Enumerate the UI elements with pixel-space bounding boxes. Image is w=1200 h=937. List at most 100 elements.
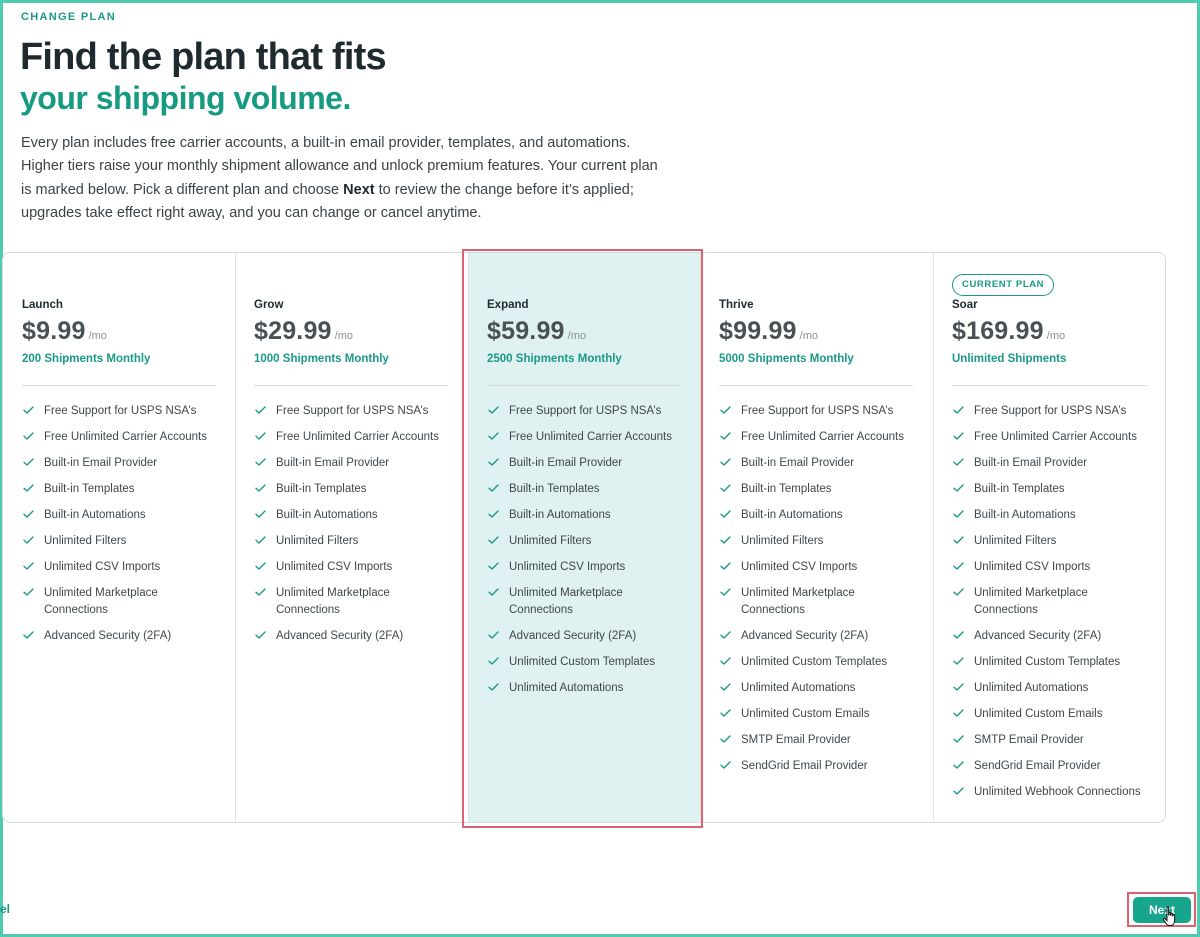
plan-feature-item: Built-in Email Provider [22,455,216,472]
plan-feature-label: Advanced Security (2FA) [974,630,1102,642]
plan-feature-item: Unlimited Filters [719,533,913,550]
plan-feature-label: Built-in Email Provider [509,457,623,469]
plan-name: Soar [952,299,978,311]
plan-feature-item: Built-in Templates [22,481,216,498]
plan-feature-label: Advanced Security (2FA) [509,630,637,642]
checkmark-icon [953,735,964,743]
plan-feature-item: Unlimited Filters [952,533,1147,550]
checkmark-icon [23,484,34,492]
plan-feature-item: SMTP Email Provider [952,732,1147,749]
plan-feature-item: Unlimited CSV Imports [254,559,448,576]
checkmark-icon [720,735,731,743]
plan-feature-item: Built-in Email Provider [487,455,681,472]
checkmark-icon [953,709,964,717]
plan-feature-label: Unlimited Marketplace Connections [974,587,1088,616]
checkmark-icon [488,484,499,492]
plan-feature-item: Free Unlimited Carrier Accounts [952,429,1147,446]
plan-feature-item: Unlimited CSV Imports [952,559,1147,576]
plan-feature-label: Built-in Automations [741,509,843,521]
plan-price-amount: $9.99 [22,317,86,345]
plan-card-expand[interactable]: Expand $59.99/mo 2500 Shipments Monthly Fre… [468,253,701,822]
plan-feature-item: Built-in Templates [254,481,448,498]
plan-card-thrive[interactable]: Thrive $99.99/mo 5000 Shipments Monthly Fre… [700,253,933,822]
checkmark-icon [255,432,266,440]
plan-name: Launch [22,299,63,311]
plan-shipment-allowance: 1000 Shipments Monthly [254,353,389,365]
plan-feature-list: Free Support for USPS NSA’s Free Unlimite… [487,403,681,706]
checkmark-icon [23,510,34,518]
plan-feature-label: Unlimited Filters [276,535,359,547]
plan-feature-label: Unlimited CSV Imports [44,561,161,573]
plan-feature-label: SendGrid Email Provider [974,760,1101,772]
plan-shipment-allowance: 5000 Shipments Monthly [719,353,854,365]
plan-card-soar[interactable]: CURRENT PLAN Soar $169.99/mo Unlimited Ship… [933,253,1165,822]
plan-feature-label: Built-in Automations [276,509,378,521]
plan-feature-item: Free Support for USPS NSA’s [254,403,448,420]
checkmark-icon [488,657,499,665]
plan-card-grow[interactable]: Grow $29.99/mo 1000 Shipments Monthly Free … [235,253,468,822]
checkmark-icon [953,631,964,639]
plan-feature-item: Advanced Security (2FA) [719,628,913,645]
plan-feature-label: Free Support for USPS NSA’s [276,405,429,417]
plan-feature-label: Unlimited Filters [509,535,592,547]
plan-feature-label: Unlimited Webhook Connections [974,786,1141,798]
plan-feature-item: Built-in Email Provider [952,455,1147,472]
plan-feature-item: Unlimited Automations [487,680,681,697]
plan-feature-item: Unlimited Automations [952,680,1147,697]
plan-feature-label: Unlimited Filters [44,535,127,547]
plan-feature-item: Free Support for USPS NSA’s [952,403,1147,420]
plan-card-launch[interactable]: Launch $9.99/mo 200 Shipments Monthly Free … [3,253,236,822]
plan-feature-label: Unlimited CSV Imports [974,561,1091,573]
plan-feature-label: Built-in Templates [741,483,832,495]
plan-feature-label: Built-in Email Provider [974,457,1088,469]
checkmark-icon [23,536,34,544]
plan-feature-label: Unlimited Custom Templates [974,656,1121,668]
checkmark-icon [953,562,964,570]
plan-feature-label: Unlimited CSV Imports [741,561,858,573]
checkmark-icon [255,562,266,570]
plan-feature-item: Advanced Security (2FA) [22,628,216,645]
plan-feature-item: Unlimited Filters [487,533,681,550]
checkmark-icon [953,588,964,596]
intro-text-next-keyword: Next [343,181,375,198]
plan-price: $29.99/mo [254,317,353,346]
intro-text-end: to review the change before it’s applied… [21,181,634,221]
plan-feature-label: Unlimited Filters [974,535,1057,547]
plan-price-amount: $59.99 [487,317,565,345]
checkmark-icon [488,510,499,518]
checkmark-icon [953,787,964,795]
plan-feature-label: Free Support for USPS NSA’s [741,405,894,417]
plan-feature-label: Built-in Email Provider [276,457,390,469]
checkmark-icon [488,536,499,544]
plan-price-period: /mo [567,330,587,342]
plan-feature-label: Unlimited Marketplace Connections [741,587,855,616]
plan-feature-item: Built-in Templates [952,481,1147,498]
plan-feature-item: Unlimited Marketplace Connections [719,585,913,619]
checkmark-icon [488,458,499,466]
checkmark-icon [255,458,266,466]
plan-feature-label: Built-in Automations [509,509,611,521]
plan-feature-item: Unlimited Custom Templates [952,654,1147,671]
plan-feature-item: Unlimited Marketplace Connections [952,585,1147,619]
plan-feature-label: Built-in Automations [974,509,1076,521]
plan-feature-item: Built-in Email Provider [254,455,448,472]
checkmark-icon [953,536,964,544]
checkmark-icon [488,432,499,440]
intro-text: Every plan includes free carrier account… [21,132,661,225]
checkmark-icon [23,458,34,466]
plan-feature-item: Free Unlimited Carrier Accounts [22,429,216,446]
page-title: Find the plan that fits [20,36,387,78]
eyebrow-label: CHANGE PLAN [21,11,116,23]
plan-feature-item: SendGrid Email Provider [952,758,1147,775]
checkmark-icon [255,484,266,492]
plan-feature-item: Unlimited Marketplace Connections [487,585,681,619]
plan-price-amount: $99.99 [719,317,797,345]
checkmark-icon [953,683,964,691]
plan-price: $9.99/mo [22,317,107,346]
checkmark-icon [720,588,731,596]
cancel-link[interactable]: el [0,902,11,916]
checkmark-icon [953,657,964,665]
plan-feature-item: Built-in Automations [254,507,448,524]
checkmark-icon [255,588,266,596]
checkmark-icon [720,484,731,492]
